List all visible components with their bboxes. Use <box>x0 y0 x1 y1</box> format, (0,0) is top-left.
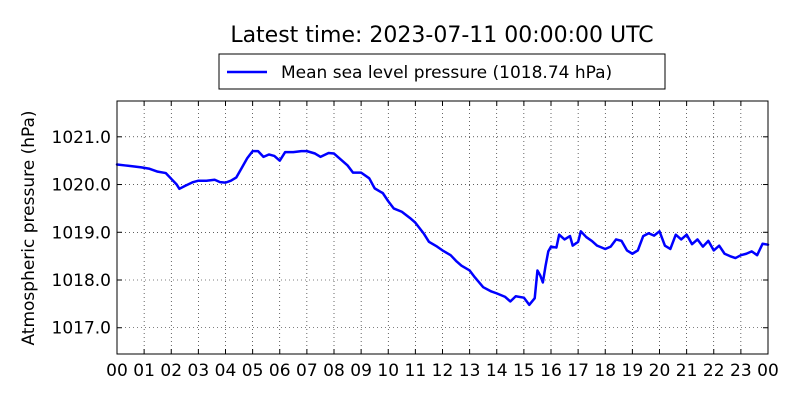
x-tick-label: 01 <box>133 361 155 381</box>
x-tick-label: 15 <box>513 361 535 381</box>
x-tick-label: 20 <box>649 361 671 381</box>
x-tick-label: 16 <box>540 361 562 381</box>
grid <box>117 101 768 354</box>
y-tick-label: 1017.0 <box>52 319 111 339</box>
x-tick-label: 23 <box>730 361 752 381</box>
x-tick-label: 12 <box>432 361 454 381</box>
x-tick-label: 13 <box>459 361 481 381</box>
series-layer <box>115 149 770 307</box>
y-tick-label: 1020.0 <box>52 176 111 196</box>
legend-box <box>218 53 666 90</box>
x-tick-label: 18 <box>594 361 616 381</box>
plot-frame <box>116 100 769 355</box>
x-tick-label: 21 <box>676 361 698 381</box>
y-axis-label: Atmospheric pressure (hPa) <box>19 110 39 345</box>
axis-ticks <box>116 101 769 354</box>
x-tick-label: 11 <box>405 361 427 381</box>
x-tick-label: 07 <box>296 361 318 381</box>
legend: Mean sea level pressure (1018.74 hPa) <box>218 53 666 90</box>
y-tick-labels: 1017.0 1018.0 1019.0 1020.0 1021.0 <box>52 128 111 339</box>
x-tick-label: 08 <box>323 361 345 381</box>
series-line-mean-sea-level-pressure <box>115 149 770 307</box>
x-tick-label: 04 <box>215 361 237 381</box>
x-tick-label: 05 <box>242 361 264 381</box>
x-tick-label: 02 <box>160 361 182 381</box>
chart-title: Latest time: 2023-07-11 00:00:00 UTC <box>230 23 653 48</box>
x-tick-label: 14 <box>486 361 508 381</box>
x-tick-label: 06 <box>269 361 291 381</box>
x-tick-label: 19 <box>622 361 644 381</box>
x-tick-label: 22 <box>703 361 725 381</box>
x-tick-label: 10 <box>377 361 399 381</box>
x-tick-label: 00 <box>106 361 128 381</box>
legend-label: Mean sea level pressure (1018.74 hPa) <box>281 63 612 83</box>
y-tick-label: 1021.0 <box>52 128 111 148</box>
x-tick-labels: 00 01 02 03 04 05 06 07 08 09 10 11 12 13 14 15 16 17 18 19… <box>106 361 779 381</box>
x-tick-label: 09 <box>350 361 372 381</box>
y-tick-label: 1018.0 <box>52 271 111 291</box>
y-tick-label: 1019.0 <box>52 223 111 243</box>
x-tick-label: 03 <box>188 361 210 381</box>
x-tick-label: 00 <box>757 361 779 381</box>
x-tick-label: 17 <box>567 361 589 381</box>
